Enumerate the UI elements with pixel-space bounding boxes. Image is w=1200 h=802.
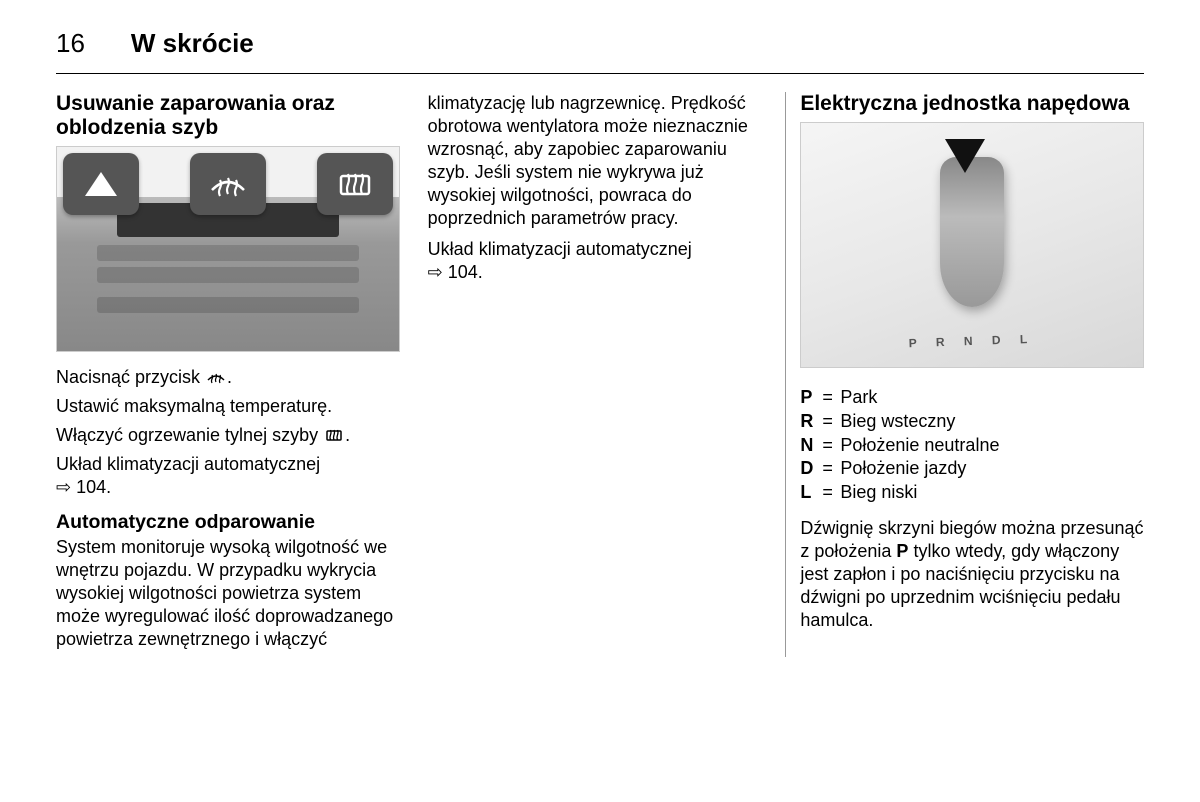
para-auto-defog: System monitoruje wysoką wilgotność we w… (56, 536, 400, 651)
callout-rear-defrost-icon (317, 153, 393, 215)
page-header: 16 W skrócie (56, 28, 1144, 74)
gear-row: R=Bieg wsteczny (800, 410, 1005, 434)
column-2: klimatyzację lub nagrzewnicę. Prędkość o… (414, 92, 787, 657)
callout-front-defrost-icon (190, 153, 266, 215)
gear-row: P=Park (800, 386, 1005, 410)
arrow-down-icon (945, 139, 985, 173)
front-defrost-icon (205, 369, 227, 385)
figure-gear-shifter: P R N D L (800, 122, 1144, 368)
cross-reference: ⇨ 104. (56, 477, 111, 497)
para-continuation: klimatyzację lub nagrzewnicę. Prędkość o… (428, 92, 772, 230)
gear-definitions: P=ParkR=Bieg wstecznyN=Położenie neutral… (800, 386, 1005, 505)
content-columns: Usuwanie zaparowania oraz oblodzenia szy… (56, 92, 1144, 657)
column-3: Elektryczna jednostka napędowa P R N D L… (786, 92, 1144, 657)
instruction-rear-heat: Włączyć ogrzewanie tylnej szyby . (56, 424, 400, 447)
gear-row: D=Położenie jazdy (800, 457, 1005, 481)
cross-reference: ⇨ 104. (428, 262, 483, 282)
heading-drive-unit: Elektryczna jednostka napędowa (800, 92, 1144, 116)
rear-defrost-icon (323, 427, 345, 443)
page-number: 16 (56, 28, 85, 59)
heading-defog: Usuwanie zaparowania oraz oblodzenia szy… (56, 92, 400, 140)
heading-auto-defog: Automatyczne odparowanie (56, 511, 400, 533)
instruction-press-button: Nacisnąć przycisk . (56, 366, 400, 389)
instruction-auto-climate: Układ klimatyzacji automatycznej ⇨ 104. (56, 453, 400, 499)
instruction-max-temp: Ustawić maksymalną temperaturę. (56, 395, 400, 418)
para-auto-climate-2: Układ klimatyzacji automatycznej ⇨ 104. (428, 238, 772, 284)
callout-triangle-icon (63, 153, 139, 215)
para-shift-note: Dźwignię skrzyni biegów można przesunąć … (800, 517, 1144, 632)
gear-row: N=Położenie neutralne (800, 434, 1005, 458)
figure-dashboard-controls (56, 146, 400, 352)
gear-row: L=Bieg niski (800, 481, 1005, 505)
chapter-title: W skrócie (131, 28, 254, 59)
column-1: Usuwanie zaparowania oraz oblodzenia szy… (56, 92, 414, 657)
